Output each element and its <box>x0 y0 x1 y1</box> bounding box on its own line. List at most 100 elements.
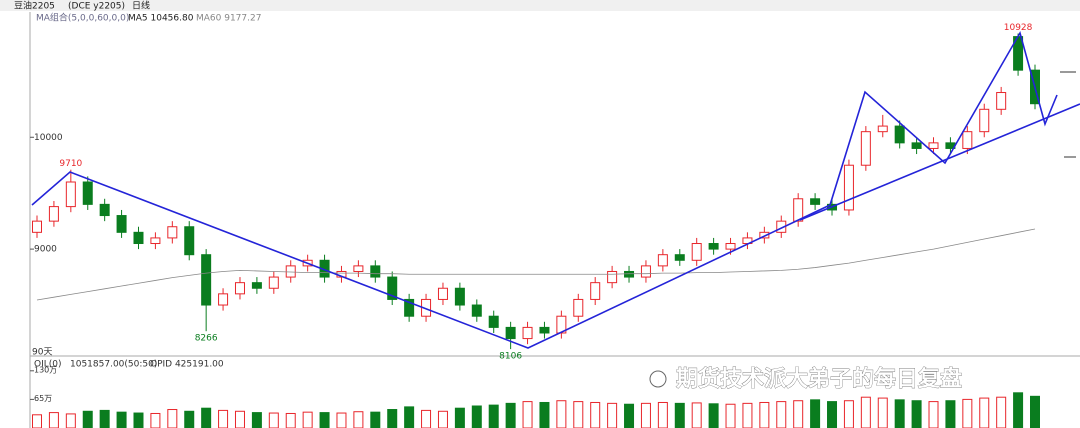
support-line <box>799 103 1080 221</box>
y-tick-label: 65万 <box>34 394 52 403</box>
volume-bar <box>962 398 973 428</box>
watermark: 期货技术派大弟子的每日复盘 <box>676 366 962 392</box>
ma5-label: MA5 10456.80 <box>128 14 194 24</box>
candle-body <box>793 198 804 222</box>
volume-bar <box>590 401 601 428</box>
volume-bar <box>877 397 888 428</box>
vol-label: 1051857.00(50:50) <box>70 360 157 370</box>
volume-bar <box>437 410 448 428</box>
candle-body <box>268 276 279 289</box>
candle-body <box>640 265 651 278</box>
volume-bar <box>65 413 76 428</box>
volume-bar <box>759 401 770 428</box>
volume-bar <box>911 400 922 428</box>
candle-body <box>877 125 888 133</box>
candle-body <box>894 125 905 144</box>
volume-bar <box>454 407 465 428</box>
candle-body <box>471 304 482 317</box>
candle-body <box>590 282 601 300</box>
candle-body <box>285 265 296 278</box>
volume-bar <box>370 411 381 428</box>
symbol: 豆油2205 <box>14 0 55 12</box>
volume-bar <box>234 410 245 428</box>
candle-body <box>82 181 93 205</box>
candle-body <box>708 243 719 250</box>
volume-bar <box>167 409 178 428</box>
volume-bar <box>640 402 651 428</box>
volume-bar <box>691 402 702 428</box>
candle-body <box>573 298 584 317</box>
candle-body <box>201 254 212 306</box>
candle-body <box>32 220 42 233</box>
candle-body <box>607 270 618 284</box>
volume-bar <box>1013 392 1024 428</box>
period: 日线 <box>132 0 150 12</box>
candle-body <box>133 231 144 245</box>
candle-body <box>505 326 516 340</box>
volume-bar <box>471 405 482 428</box>
indicator: MA组合(5,0,0,60,0,0) <box>36 12 129 24</box>
volume-bar <box>268 412 279 428</box>
extreme-label: 9710 <box>59 159 82 169</box>
candle-body <box>234 282 245 295</box>
candle-body <box>218 293 229 306</box>
candle-body <box>539 326 550 334</box>
volume-bar <box>302 411 313 428</box>
candle-body <box>725 243 736 250</box>
candle-body <box>928 142 939 149</box>
volume-bar <box>404 406 415 428</box>
candle-body <box>860 131 871 166</box>
volume-bar <box>894 399 905 428</box>
y-tick-label: 10000 <box>34 133 63 143</box>
volume-bar <box>928 401 939 428</box>
candle-body <box>48 206 59 222</box>
volume-bar <box>201 407 212 428</box>
volume-bar <box>624 403 635 428</box>
candle-body <box>522 326 533 340</box>
opid-label: OPID 425191.00 <box>150 360 224 370</box>
vol-indicator: OIL(0) <box>34 360 62 370</box>
volume-bar <box>556 400 567 428</box>
exchange: (DCE y2205) <box>68 2 125 12</box>
extreme-label: 10928 <box>1004 23 1033 33</box>
volume-bar <box>505 402 516 428</box>
volume-bar <box>218 409 229 428</box>
volume-bar <box>421 409 432 428</box>
volume-bar <box>539 401 550 428</box>
ma60-label: MA60 9177.27 <box>196 14 261 24</box>
candle-body <box>387 276 398 300</box>
volume-bar <box>387 409 398 428</box>
volume-bar <box>99 409 110 428</box>
candle-body <box>657 254 668 267</box>
volume-bar <box>793 400 804 428</box>
volume-bar <box>708 403 719 428</box>
volume-bar <box>116 411 127 428</box>
volume-bar <box>488 404 499 428</box>
y-tick-label: 9000 <box>34 245 57 255</box>
volume-bar <box>1030 395 1040 428</box>
volume-bar <box>133 412 144 428</box>
volume-bar <box>674 402 685 428</box>
volume-bar <box>573 401 584 428</box>
candle-body <box>810 198 821 205</box>
candle-body <box>979 108 990 133</box>
volume-bar <box>996 396 1007 428</box>
volume-bar <box>843 400 854 428</box>
candle-body <box>911 142 922 149</box>
candle-body <box>454 287 465 306</box>
candle-body <box>624 270 635 278</box>
volume-bar <box>48 412 59 428</box>
span-label: 90天 <box>32 348 52 358</box>
candle-body <box>167 226 178 239</box>
wechat-icon <box>649 370 667 388</box>
trend-line <box>31 30 1058 349</box>
volume-bar <box>251 412 262 428</box>
volume-bar <box>32 414 42 428</box>
volume-bar <box>607 402 618 428</box>
candle-body <box>843 164 854 211</box>
candle-body <box>65 181 76 208</box>
volume-bar <box>810 399 821 428</box>
volume-bar <box>860 396 871 428</box>
candle-body <box>674 254 685 261</box>
